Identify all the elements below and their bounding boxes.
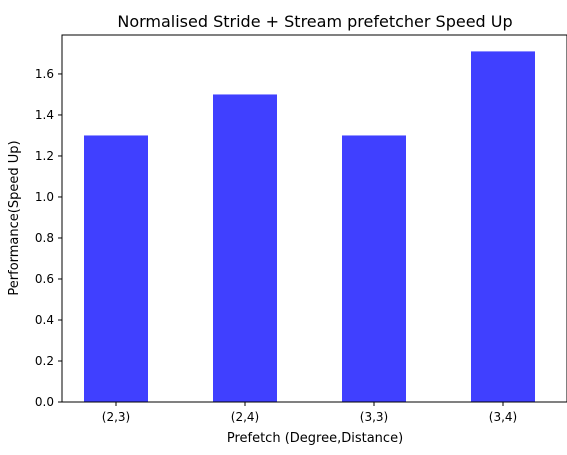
- y-tick-label: 1.0: [35, 190, 54, 204]
- x-tick-label: (2,3): [102, 410, 130, 424]
- y-axis-ticks: 0.0 0.2 0.4 0.6 0.8 1.0 1.2 1.4 1.6: [35, 67, 62, 409]
- y-tick-label: 1.6: [35, 67, 54, 81]
- y-tick-label: 0.6: [35, 272, 54, 286]
- y-axis-label: Performance(Speed Up): [7, 140, 22, 295]
- bar-3: [471, 51, 535, 403]
- y-tick-label: 0.0: [35, 395, 54, 409]
- y-tick-label: 0.2: [35, 354, 54, 368]
- bar-2: [342, 135, 406, 402]
- bar-0: [84, 135, 148, 402]
- x-axis-ticks: (2,3) (2,4) (3,3) (3,4): [102, 402, 517, 424]
- x-tick-label: (2,4): [231, 410, 259, 424]
- y-tick-label: 0.8: [35, 231, 54, 245]
- bars-group: [84, 51, 535, 403]
- x-tick-label: (3,4): [489, 410, 517, 424]
- y-tick-label: 1.2: [35, 149, 54, 163]
- x-tick-label: (3,3): [360, 410, 388, 424]
- x-axis-label: Prefetch (Degree,Distance): [227, 431, 403, 446]
- bar-1: [213, 94, 277, 402]
- y-tick-label: 0.4: [35, 313, 54, 327]
- plot-frame: [61, 34, 567, 403]
- y-tick-label: 1.4: [35, 108, 54, 122]
- chart-title: Normalised Stride + Stream prefetcher Sp…: [117, 12, 512, 31]
